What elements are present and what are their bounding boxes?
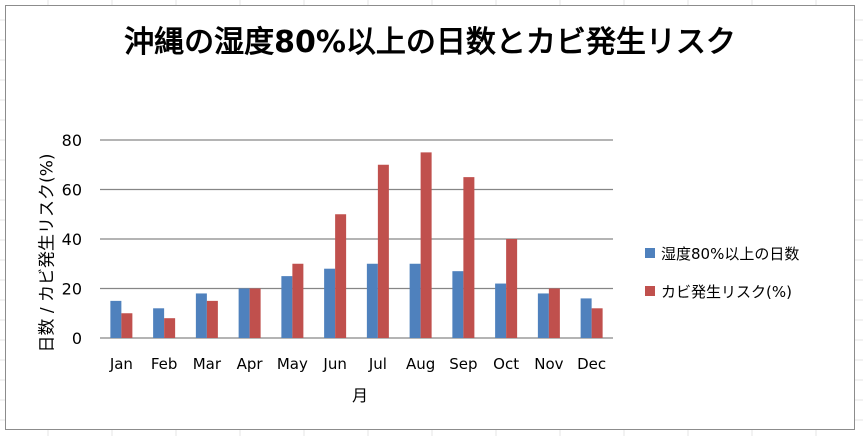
bar-mold-sep[interactable] — [463, 177, 475, 338]
legend-item-humidity[interactable]: 湿度80%以上の日数 — [645, 242, 799, 264]
x-tick-label: Aug — [406, 355, 435, 373]
bar-mold-jan[interactable] — [121, 313, 133, 338]
bar-mold-jun[interactable] — [335, 214, 347, 338]
x-tick-label: Mar — [193, 355, 222, 373]
bar-mold-jul[interactable] — [377, 164, 389, 338]
y-tick-label: 40 — [62, 230, 82, 249]
x-tick-label: May — [277, 355, 308, 373]
bar-mold-dec[interactable] — [591, 308, 603, 338]
x-tick-label: Apr — [237, 355, 264, 373]
x-tick-label: Feb — [151, 355, 178, 373]
bar-humidity-jul[interactable] — [366, 263, 378, 338]
legend-swatch-mold — [645, 286, 655, 296]
x-tick-label: Jul — [368, 355, 387, 373]
bar-humidity-aug[interactable] — [409, 263, 421, 338]
bar-mold-mar[interactable] — [206, 300, 218, 338]
chart-title: 沖縄の湿度80%以上の日数とカビ発生リスク — [124, 25, 736, 60]
legend-label-humidity: 湿度80%以上の日数 — [661, 244, 800, 263]
y-tick-label: 0 — [72, 329, 82, 348]
bar-humidity-nov[interactable] — [537, 293, 549, 338]
legend-swatch-humidity — [645, 248, 655, 258]
x-tick-label: Jan — [109, 355, 133, 373]
bar-mold-apr[interactable] — [249, 288, 261, 339]
bar-mold-oct[interactable] — [506, 239, 518, 338]
bar-mold-aug[interactable] — [420, 152, 432, 338]
x-tick-label: Nov — [534, 355, 563, 373]
bar-humidity-may[interactable] — [281, 276, 293, 338]
x-tick-label: Sep — [449, 355, 477, 373]
y-tick-label: 60 — [62, 181, 82, 200]
bar-humidity-jan[interactable] — [110, 300, 122, 338]
bar-humidity-jun[interactable] — [324, 268, 336, 338]
legend-item-mold[interactable]: カビ発生リスク(%) — [645, 280, 799, 302]
bar-mold-feb[interactable] — [164, 318, 176, 338]
x-axis-title: 月 — [351, 386, 368, 405]
bar-mold-nov[interactable] — [548, 288, 560, 339]
x-tick-label: Dec — [577, 355, 606, 373]
bar-humidity-oct[interactable] — [495, 283, 507, 338]
legend-label-mold: カビ発生リスク(%) — [661, 282, 792, 301]
bar-humidity-apr[interactable] — [238, 288, 250, 339]
x-tick-label: Oct — [493, 355, 519, 373]
bar-humidity-mar[interactable] — [195, 293, 207, 338]
y-tick-label: 80 — [62, 131, 82, 150]
bar-humidity-sep[interactable] — [452, 271, 464, 338]
legend[interactable]: 湿度80%以上の日数 カビ発生リスク(%) — [645, 242, 799, 318]
y-tick-label: 20 — [62, 280, 82, 299]
x-tick-label: Jun — [322, 355, 346, 373]
bar-humidity-feb[interactable] — [153, 308, 165, 338]
bar-mold-may[interactable] — [292, 263, 304, 338]
bar-humidity-dec[interactable] — [580, 298, 592, 338]
